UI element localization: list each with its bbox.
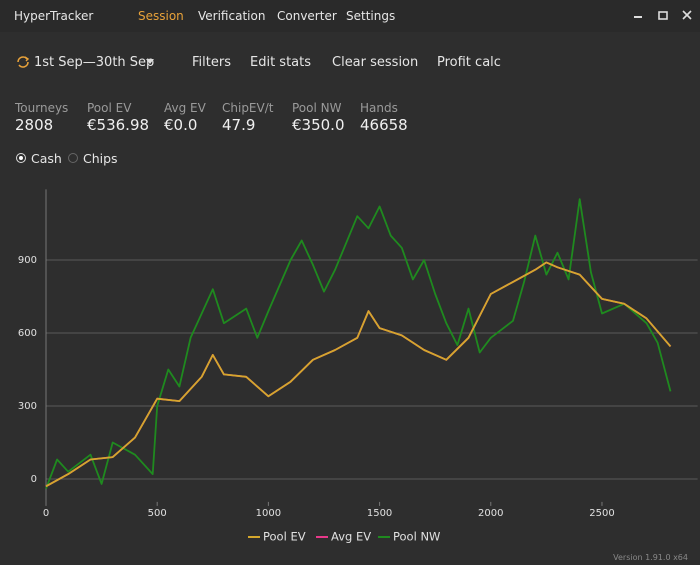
stat-value: €350.0 — [292, 116, 345, 134]
stat-value: 2808 — [15, 116, 54, 134]
refresh-icon[interactable] — [15, 54, 31, 70]
stat-value: €536.98 — [87, 116, 150, 134]
stat-label: Tourneys — [15, 101, 69, 115]
toolbar-button[interactable]: Clear session — [332, 55, 419, 70]
legend-label: Avg EV — [331, 530, 371, 544]
y-tick-label: 600 — [18, 328, 37, 339]
stat-value: €0.0 — [164, 116, 198, 134]
radio-label[interactable]: Chips — [83, 151, 118, 166]
menu-item[interactable]: Settings — [346, 9, 396, 23]
series-line — [45, 261, 672, 488]
menu-item[interactable]: Converter — [277, 9, 337, 23]
stat-label: ChipEV/t — [222, 101, 274, 115]
series-line — [45, 261, 672, 488]
stat-label: Pool NW — [292, 101, 342, 115]
menu-item[interactable]: Verification — [198, 9, 266, 23]
x-tick-label: 2000 — [478, 508, 503, 519]
window-controls[interactable] — [625, 8, 695, 24]
dropdown-arrow[interactable] — [145, 58, 155, 66]
stat-value: 46658 — [360, 116, 408, 134]
stat-label: Pool EV — [87, 101, 132, 115]
legend-label: Pool NW — [393, 530, 440, 544]
toolbar-button[interactable]: Profit calc — [437, 55, 501, 70]
y-tick-label: 300 — [18, 401, 37, 412]
stat-label: Hands — [360, 101, 398, 115]
radio-button[interactable] — [68, 153, 78, 163]
version-label: Version 1.91.0 x64 — [613, 553, 688, 562]
maximize-button[interactable] — [658, 11, 668, 20]
radio-button[interactable] — [16, 153, 26, 163]
x-tick-label: 1500 — [367, 508, 392, 519]
y-tick-label: 900 — [18, 255, 37, 266]
toolbar-button[interactable]: Edit stats — [250, 55, 312, 70]
x-tick-label: 2500 — [589, 508, 614, 519]
stat-value: 47.9 — [222, 116, 256, 134]
x-tick-label: 1000 — [256, 508, 281, 519]
minimize-button[interactable] — [634, 16, 642, 18]
app-title: HyperTracker — [14, 9, 94, 23]
stat-label: Avg EV — [164, 101, 206, 115]
radio-label[interactable]: Cash — [31, 151, 62, 166]
title-bar — [0, 0, 700, 32]
close-button[interactable] — [682, 10, 692, 20]
x-tick-label: 500 — [148, 508, 167, 519]
x-tick-label: 0 — [43, 508, 49, 519]
menu-item[interactable]: Session — [138, 9, 184, 23]
legend-label: Pool EV — [263, 530, 306, 544]
toolbar-button[interactable]: Filters — [192, 55, 231, 70]
date-range[interactable]: 1st Sep—30th Sep — [34, 55, 155, 70]
y-tick-label: 0 — [31, 474, 37, 485]
series-line — [45, 198, 672, 490]
